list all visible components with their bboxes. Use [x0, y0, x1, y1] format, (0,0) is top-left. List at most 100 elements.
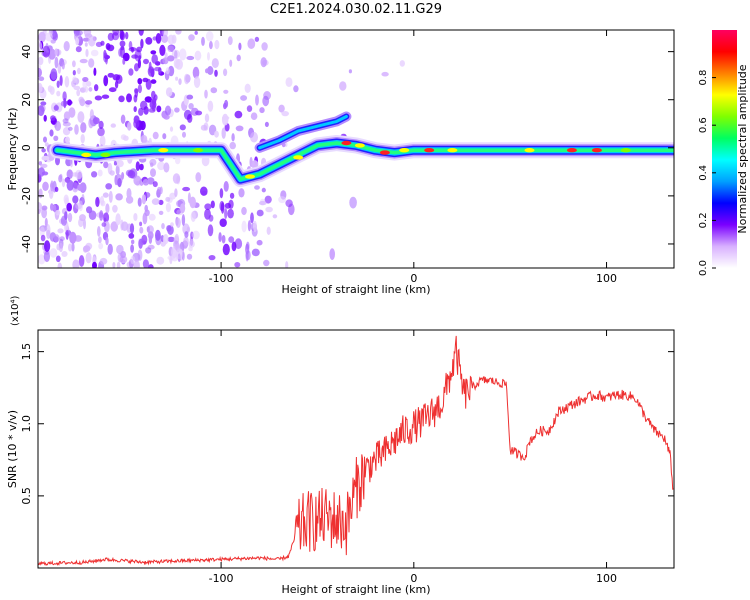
spectrogram-speckle-cell	[256, 209, 264, 217]
spectrogram-speckle-cell	[97, 127, 105, 137]
spectrogram-speckle-cell	[152, 181, 158, 188]
spectrogram-speckle-cell	[223, 181, 229, 192]
spectrogram-peak-cell	[620, 148, 631, 153]
spectrogram-speckle-cell	[194, 30, 198, 35]
spectrogram-speckle-cell	[144, 192, 151, 198]
spectrogram-speckle-cell	[118, 48, 122, 57]
snr-plot-area	[38, 330, 674, 568]
spectrogram-speckle-cell	[192, 230, 200, 240]
y-tick-label: 40	[20, 45, 33, 59]
spectrogram-speckle-cell	[62, 118, 69, 124]
y-tick-label: 0	[20, 144, 33, 151]
spectrogram-speckle-cell	[193, 76, 201, 88]
spectrogram-speckle-cell	[219, 218, 227, 227]
spectrogram-speckle-cell	[151, 54, 158, 64]
spectrogram-peak-cell	[100, 152, 111, 158]
spectrogram-speckle-cell	[68, 243, 73, 252]
spectrogram-speckle-cell	[155, 233, 162, 246]
spectrogram-speckle-cell	[38, 67, 42, 78]
spectrogram-speckle-cell	[58, 174, 63, 183]
spectrogram-speckle-cell	[97, 169, 103, 177]
spectrogram-speckle-cell	[188, 240, 195, 248]
spectrogram-speckle-cell	[150, 79, 157, 84]
colorbar-tick-label: 0.4	[698, 165, 709, 181]
spectrogram-speckle-cell	[189, 196, 196, 209]
spectrogram-speckle-cell	[71, 172, 80, 177]
spectrogram-speckle-cell	[105, 237, 109, 246]
spectrogram-speckle-cell	[61, 251, 68, 257]
spectrogram-speckle-cell	[169, 192, 176, 200]
spectrogram-speckle-cell	[245, 250, 251, 261]
spectrogram-speckle-cell	[158, 210, 164, 215]
spectrogram-speckle-cell	[175, 217, 181, 228]
spectrogram-speckle-cell	[178, 78, 182, 85]
spectrogram-speckle-cell	[40, 234, 46, 242]
spectrogram-y-ticks: -40 -20 0 20 40	[20, 45, 674, 253]
spectrogram-speckle-cell	[223, 68, 228, 77]
spectrogram-speckle-cell	[57, 228, 64, 234]
spectrogram-peak-cell	[81, 152, 92, 158]
spectrogram-speckle-cell	[99, 257, 108, 265]
spectrogram-speckle-cell	[224, 202, 232, 209]
spectrogram-speckle-cell	[90, 49, 99, 57]
spectrogram-speckle-cell	[203, 122, 209, 131]
spectrogram-speckle-cell	[133, 106, 137, 113]
spectrogram-peak-cell	[354, 143, 365, 148]
spectrogram-speckle-cell	[105, 43, 111, 50]
spectrogram-speckle-cell	[112, 30, 120, 36]
spectrogram-speckle-cell	[173, 58, 181, 69]
spectrogram-speckle-cell	[165, 202, 171, 213]
spectrogram-speckle-cell	[208, 255, 216, 261]
spectrogram-speckle-cell	[167, 236, 176, 243]
spectrogram-y-label: Frequency (Hz)	[6, 108, 19, 191]
spectrogram-speckle-cell	[204, 113, 210, 123]
spectrogram-speckle-cell	[56, 80, 60, 88]
spectrogram-speckle-cell	[120, 31, 126, 41]
spectrogram-speckle-cell	[223, 89, 229, 94]
spectrogram-speckle-cell	[118, 95, 125, 103]
spectrogram-speckle-cell	[229, 192, 235, 199]
spectrogram-speckle-cell	[38, 188, 43, 199]
spectrogram-speckle-cell	[285, 77, 293, 87]
spectrogram-speckle-cell	[187, 113, 193, 123]
spectrogram-speckle-cell	[204, 89, 208, 99]
spectrogram-speckle-cell	[168, 65, 175, 77]
spectrogram-speckle-cell	[54, 209, 61, 216]
spectrogram-speckle-cell	[63, 194, 69, 205]
spectrogram-speckle-cell	[44, 240, 51, 252]
spectrogram-speckle-cell	[92, 261, 97, 268]
spectrogram-speckle-cell	[162, 30, 168, 38]
spectrogram-speckle-cell	[167, 34, 175, 45]
spectrogram-speckle-cell	[98, 242, 104, 250]
spectrogram-speckle-cell	[133, 175, 142, 186]
spectrogram-speckle-cell	[45, 224, 51, 236]
spectrogram-speckle-cell	[166, 225, 172, 232]
spectrogram-speckle-cell	[112, 262, 116, 268]
spectrogram-speckle-cell	[145, 37, 153, 45]
spectrogram-speckle-cell	[63, 41, 70, 52]
spectrogram-speckle-cell	[188, 246, 193, 252]
spectrogram-speckle-cell	[45, 42, 49, 54]
spectrogram-speckle-cell	[80, 134, 85, 144]
spectrogram-frame	[37, 29, 675, 269]
spectrogram-speckle-cell	[116, 244, 124, 255]
spectrogram-speckle-cell	[253, 220, 257, 232]
spectrogram-speckle-cell	[55, 255, 61, 263]
spectrogram-speckle-cell	[265, 206, 273, 213]
spectrogram-speckle-cell	[88, 117, 94, 129]
spectrogram-peak-cell	[193, 148, 203, 153]
spectrogram-speckle-cell	[221, 113, 229, 126]
spectrogram-speckle-cell	[185, 74, 191, 83]
y-tick-label: -20	[20, 187, 33, 205]
spectrogram-speckle-cell	[134, 49, 142, 62]
spectrogram-speckle	[38, 30, 405, 268]
spectrogram-speckle-cell	[150, 168, 156, 178]
spectrogram-speckle-cell	[238, 42, 242, 51]
spectrogram-speckle-cell	[235, 125, 244, 132]
spectrogram-speckle-cell	[54, 48, 58, 56]
spectrogram-speckle-cell	[38, 76, 45, 81]
spectrogram-speckle-cell	[234, 110, 243, 119]
spectrogram-speckle-cell	[113, 160, 118, 166]
spectrogram-speckle-cell	[107, 243, 113, 255]
spectrogram-speckle-cell	[348, 69, 352, 74]
